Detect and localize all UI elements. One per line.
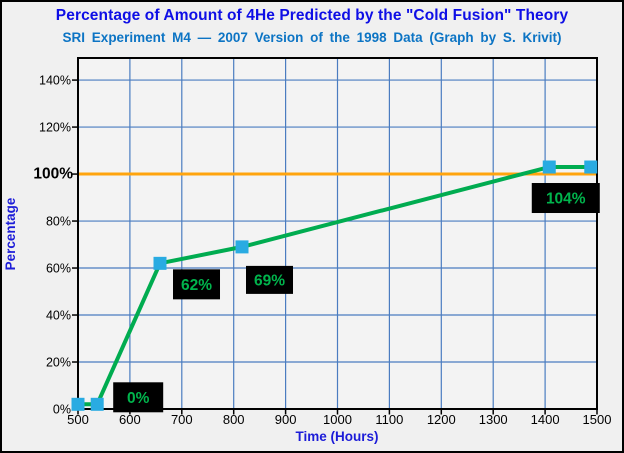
data-label-box [246, 265, 294, 294]
x-tick-label: 1100 [375, 412, 403, 427]
x-axis-title: Time (Hours) [295, 429, 378, 444]
data-label-box [173, 269, 221, 300]
data-label-box [531, 183, 600, 214]
data-label: 69% [254, 272, 285, 289]
y-tick-label: 100% [33, 166, 73, 183]
data-point-marker [71, 397, 85, 411]
plot-layer: 500 600 700 800 900 1000 1100 1200 1300 1400 1500 0… [33, 57, 612, 427]
y-tick-label: 80% [46, 215, 71, 229]
data-point-marker [542, 160, 556, 174]
data-label: 0% [127, 390, 150, 407]
chart-title: Percentage of Amount of 4He Predicted by… [55, 7, 569, 24]
y-tick-label: 0% [53, 403, 71, 417]
data-label: 104% [546, 191, 586, 208]
data-label: 62% [181, 277, 212, 294]
data-label-box [113, 382, 164, 413]
y-tick-label: 20% [46, 356, 71, 370]
y-axis-title: Percentage [3, 197, 18, 270]
x-tick-label: 1000 [323, 412, 352, 427]
x-tick-label: 1200 [427, 412, 456, 427]
y-tick-label: 60% [46, 262, 71, 276]
data-point-marker [584, 160, 598, 174]
data-point-marker [153, 256, 167, 270]
x-tick-label: 900 [275, 412, 297, 427]
data-point-marker [235, 240, 249, 254]
x-tick-label: 800 [223, 412, 245, 427]
y-tick-label: 120% [39, 121, 71, 135]
x-tick-label: 500 [67, 412, 89, 427]
y-tick-label: 140% [39, 74, 71, 88]
y-tick-label: 40% [46, 309, 71, 323]
data-point-marker [90, 397, 104, 411]
x-tick-label: 700 [171, 412, 193, 427]
x-tick-label: 1400 [531, 412, 560, 427]
x-tick-label: 1500 [583, 412, 612, 427]
chart-subtitle: SRI Experiment M4 — 2007 Version of the … [62, 30, 562, 45]
x-tick-label: 1300 [479, 412, 508, 427]
x-tick-label: 600 [119, 412, 141, 427]
plot-border [77, 57, 598, 410]
